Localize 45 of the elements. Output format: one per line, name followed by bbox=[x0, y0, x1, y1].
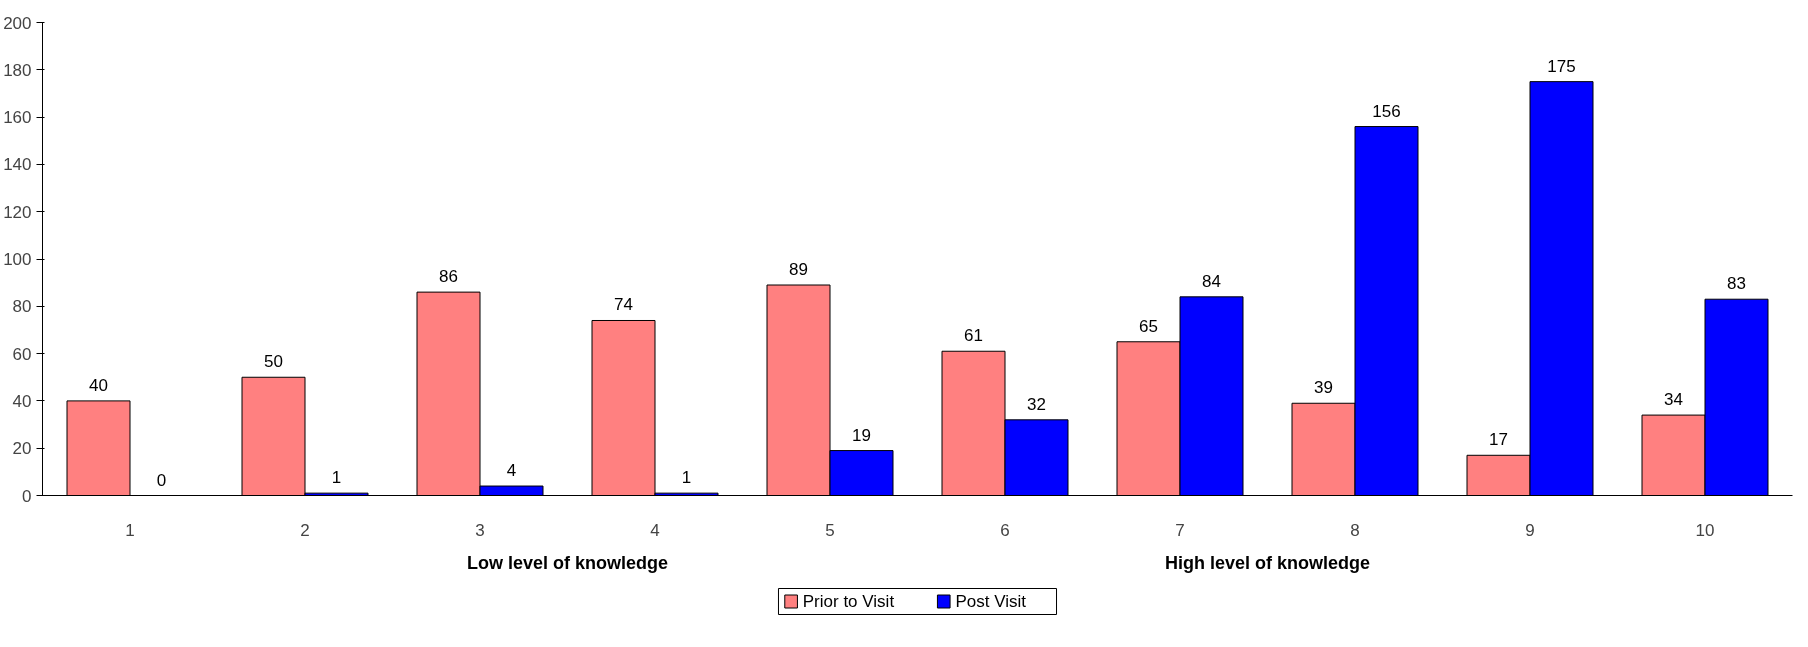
data-label: 39 bbox=[1314, 378, 1333, 398]
x-tick-label: 10 bbox=[1695, 520, 1715, 540]
y-tick-label: 40 bbox=[12, 391, 32, 411]
x-tick-label: 2 bbox=[300, 520, 310, 540]
data-label: 86 bbox=[439, 267, 458, 287]
y-tick-label: 80 bbox=[12, 297, 32, 317]
text: Low level of knowledge bbox=[466, 552, 669, 573]
y-tick-label: 200 bbox=[3, 13, 32, 33]
data-label: 32 bbox=[1027, 394, 1046, 414]
x-tick-label: 7 bbox=[1175, 520, 1185, 540]
data-label: 89 bbox=[789, 260, 808, 280]
data-label: 17 bbox=[1489, 430, 1508, 450]
data-label: 156 bbox=[1372, 101, 1401, 121]
x-tick-label: 1 bbox=[125, 520, 135, 540]
data-label: 50 bbox=[264, 352, 283, 372]
data-label: 34 bbox=[1664, 390, 1683, 410]
y-tick-label: 120 bbox=[3, 202, 32, 222]
data-label: 175 bbox=[1547, 56, 1576, 76]
y-tick-label: 160 bbox=[3, 108, 32, 128]
data-label: 61 bbox=[964, 326, 983, 346]
data-label: 19 bbox=[852, 425, 871, 445]
data-label: 0 bbox=[156, 470, 167, 490]
text: High level of knowledge bbox=[1164, 552, 1371, 573]
x-tick-label: 4 bbox=[650, 520, 660, 540]
y-tick-label: 140 bbox=[3, 155, 32, 175]
data-label: 1 bbox=[331, 468, 342, 488]
data-label: 74 bbox=[614, 295, 633, 315]
data-label: 65 bbox=[1139, 316, 1158, 336]
y-tick-label: 20 bbox=[12, 439, 32, 459]
legend-label: Post Visit bbox=[955, 592, 1027, 611]
x-tick-label: 8 bbox=[1350, 520, 1360, 540]
x-tick-label: 6 bbox=[1000, 520, 1010, 540]
x-tick-label: 9 bbox=[1525, 520, 1535, 540]
legend-label: Prior to Visit bbox=[802, 592, 895, 611]
data-label: 40 bbox=[89, 375, 108, 395]
y-tick-label: 180 bbox=[3, 60, 32, 80]
x-tick-label: 5 bbox=[825, 520, 835, 540]
y-tick-label: 0 bbox=[22, 486, 32, 506]
x-tick-label: 3 bbox=[475, 520, 485, 540]
data-label: 1 bbox=[681, 468, 692, 488]
data-label: 4 bbox=[506, 461, 517, 481]
data-label: 83 bbox=[1727, 274, 1746, 294]
y-tick-label: 60 bbox=[12, 344, 32, 364]
data-label: 84 bbox=[1202, 271, 1221, 291]
y-tick-label: 100 bbox=[3, 250, 32, 269]
